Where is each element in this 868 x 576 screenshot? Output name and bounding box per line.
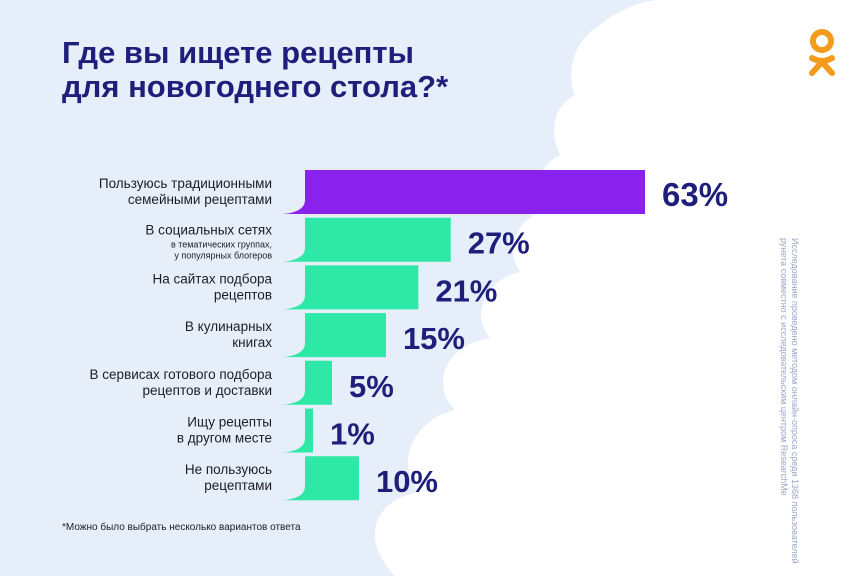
bar-0 xyxy=(283,170,645,214)
bar-6 xyxy=(283,456,359,501)
source-note-line-1: Исследование проведено методом онлайн-оп… xyxy=(790,238,800,564)
chart-title: Где вы ищете рецепты для новогоднего сто… xyxy=(62,36,448,104)
bar-1 xyxy=(283,217,451,262)
category-label-0-0: Пользуюсь традиционными xyxy=(99,176,272,191)
value-label-3: 15% xyxy=(403,321,465,356)
category-label-6-1: рецептами xyxy=(204,478,272,493)
value-label-4: 5% xyxy=(349,369,394,404)
bar-3 xyxy=(283,313,386,358)
background-cloud-shape xyxy=(374,0,868,576)
bar-5 xyxy=(283,408,313,453)
category-label-3-0: В кулинарных xyxy=(185,319,272,334)
category-label-1-0: В социальных сетях xyxy=(145,223,272,238)
category-sublabel-1-1: у популярных блогеров xyxy=(174,251,272,261)
value-label-6: 10% xyxy=(376,464,438,499)
odnoklassniki-logo-icon xyxy=(809,29,835,76)
category-label-3-1: книгах xyxy=(232,335,272,350)
category-label-6-0: Не пользуюсь xyxy=(185,462,272,477)
footnote: *Можно было выбрать несколько вариантов … xyxy=(62,522,301,533)
source-note: Исследование проведено методом онлайн-оп… xyxy=(778,238,800,564)
value-label-5: 1% xyxy=(330,417,375,452)
value-label-2: 21% xyxy=(435,273,497,308)
category-label-5-0: Ищу рецепты xyxy=(187,415,272,430)
chart-title-line-1: Где вы ищете рецепты xyxy=(62,35,415,70)
value-label-1: 27% xyxy=(468,226,530,261)
category-label-2-0: На сайтах подбора xyxy=(152,271,272,286)
bar-4 xyxy=(283,360,332,405)
source-note-line-2: рунета совместно с исследовательским цен… xyxy=(779,238,789,496)
chart-title-line-2: для новогоднего стола?* xyxy=(62,69,449,104)
category-label-0-1: семейными рецептами xyxy=(128,192,272,207)
category-label-4-0: В сервисах готового подбора xyxy=(90,367,273,382)
bar-2 xyxy=(283,265,419,310)
category-label-5-1: в другом месте xyxy=(177,431,272,446)
value-label-0: 63% xyxy=(662,176,728,213)
category-label-4-1: рецептов и доставки xyxy=(143,383,272,398)
category-sublabel-1-0: в тематических группах, xyxy=(171,240,272,250)
category-label-2-1: рецептов xyxy=(214,287,272,302)
